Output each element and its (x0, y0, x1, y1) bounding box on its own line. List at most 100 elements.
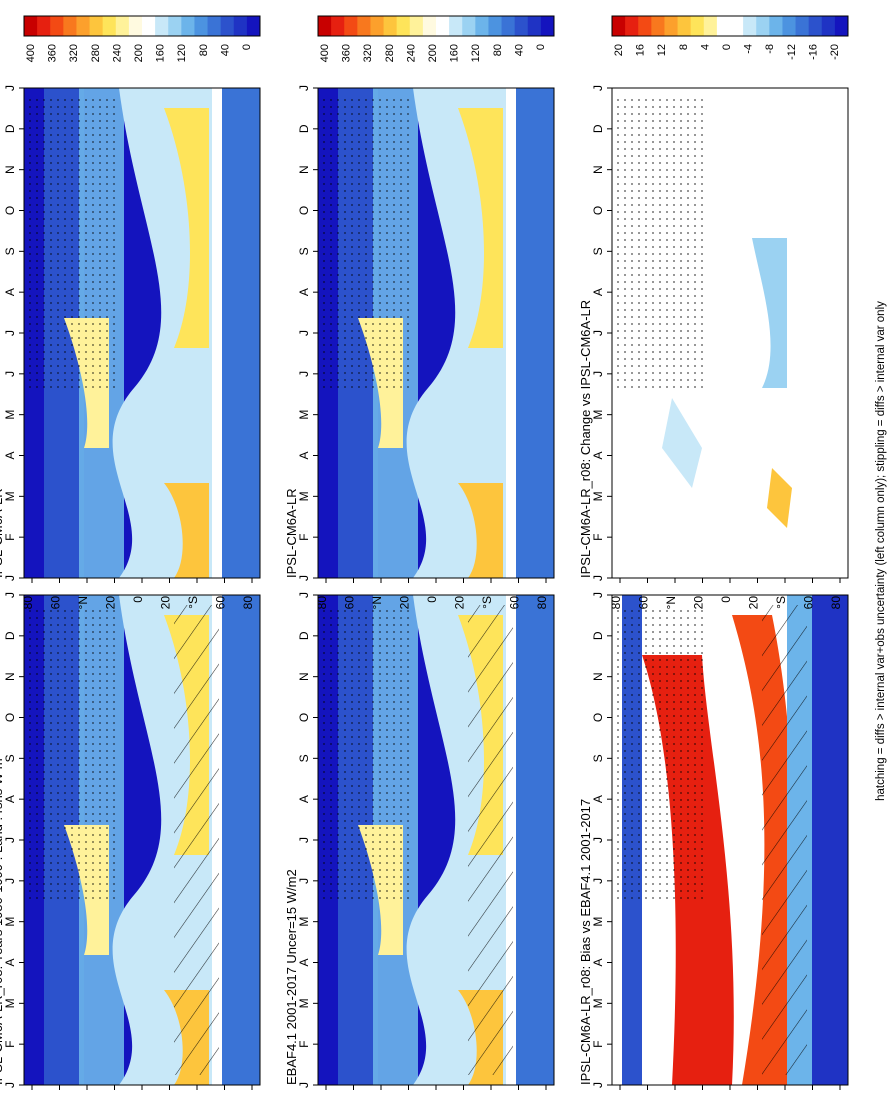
colorbar-label: 240 (111, 44, 123, 62)
month-label: O (591, 206, 605, 215)
month-label: J (3, 878, 17, 884)
month-label: F (3, 1040, 17, 1047)
month-label: A (591, 958, 605, 966)
panel-p5: J F M A M J J A S O N D J 80 60 °N 20 0 20 °S 60 80 IPSL-CM6A-… (578, 522, 849, 1090)
colorbar-swatch (756, 16, 770, 36)
month-label: J (297, 575, 311, 581)
month-label: D (297, 124, 311, 133)
panel-title: IPSL-CM6A-LR (0, 488, 5, 578)
month-label: F (591, 1040, 605, 1047)
colorbar-swatch (142, 16, 156, 36)
colorbar-swatch (207, 16, 222, 36)
month-label: A (3, 451, 17, 459)
colorbar-swatch (821, 16, 836, 36)
colorbar-swatch (370, 16, 385, 36)
month-label: A (591, 795, 605, 803)
panel-title: IPSL-CM6A-LR_r08: Change vs IPSL-CM6A-LR (578, 300, 593, 578)
colorbar-label: 200 (427, 44, 439, 62)
colorbar-swatch (246, 16, 261, 36)
lat-label: 60 (802, 596, 816, 610)
colorbar-frame (23, 15, 261, 37)
panel-title: IPSL-CM6A-LR_r08: Years 1980-1999 : Land… (0, 747, 5, 1085)
month-label: F (297, 1040, 311, 1047)
month-label: M (3, 998, 17, 1008)
colorbar-swatch (540, 16, 555, 36)
colorbar-swatch (115, 16, 130, 36)
colorbar-swatch (383, 16, 398, 36)
colorbar-swatch (63, 16, 77, 36)
colorbar-label: 20 (613, 44, 625, 56)
colorbar-label: 360 (47, 44, 59, 62)
month-label: S (3, 754, 17, 762)
colorbar-swatch (449, 16, 463, 36)
colorbar-label: -4 (743, 44, 755, 54)
month-label: M (3, 491, 17, 501)
colorbar-label: 16 (635, 44, 647, 56)
stippling (616, 605, 706, 899)
month-label: F (297, 533, 311, 540)
month-label: F (591, 533, 605, 540)
colorbar-swatch (331, 16, 345, 36)
heatmap-band-2 (662, 398, 702, 488)
colorbar-frame (611, 15, 849, 37)
lat-label: 20 (398, 596, 412, 610)
stippling (28, 605, 118, 899)
month-label: M (591, 410, 605, 420)
month-label: J (591, 85, 605, 91)
heatmap-band-7 (222, 595, 260, 1085)
colorbar-swatch (102, 16, 117, 36)
lat-label: 60 (214, 596, 228, 610)
month-label: J (3, 592, 17, 598)
panel-p1: J F M A M J J A S O N D J 80 60 °N 20 0 20 °S 60 80 IPSL-CM6A-… (0, 522, 261, 1090)
stippling (616, 98, 706, 392)
month-label: D (3, 631, 17, 640)
month-label: D (591, 124, 605, 133)
lat-label: 80 (21, 596, 35, 610)
heatmap-band-7 (222, 88, 260, 578)
heatmap-band-6 (164, 483, 209, 578)
colorbar-swatch (50, 16, 64, 36)
colorbar-swatch (168, 16, 182, 36)
colorbar-swatch (690, 16, 705, 36)
month-label: J (3, 371, 17, 377)
month-label: J (591, 371, 605, 377)
stippling (28, 98, 118, 392)
colorbar-label: 120 (176, 44, 188, 62)
colorbar-label: 0 (241, 44, 253, 50)
month-label: J (297, 371, 311, 377)
lat-label: °S (480, 596, 494, 609)
month-label: O (297, 713, 311, 722)
month-label: M (3, 917, 17, 927)
colorbar-label: -12 (786, 44, 798, 60)
month-label: O (591, 713, 605, 722)
heatmap-band-7 (516, 595, 554, 1085)
lat-label: 80 (315, 596, 329, 610)
month-label: M (591, 998, 605, 1008)
hatching (468, 605, 513, 1075)
colorbar-label: 400 (25, 44, 37, 62)
heatmap-band-3 (767, 468, 792, 528)
month-label: A (591, 288, 605, 296)
colorbar-swatch (527, 16, 542, 36)
colorbar-swatch (76, 16, 91, 36)
month-label: D (3, 124, 17, 133)
colorbar-swatch (233, 16, 248, 36)
lat-label: 20 (104, 596, 118, 610)
month-label: J (297, 878, 311, 884)
colorbar-label: 0 (721, 44, 733, 50)
month-label: D (591, 631, 605, 640)
colorbar-label: 320 (362, 44, 374, 62)
month-label: A (297, 451, 311, 459)
month-label: M (3, 410, 17, 420)
colorbar-swatch (318, 16, 332, 36)
colorbar-label: -20 (829, 44, 841, 60)
panel-title: EBAF4.1 2001-2017 Uncer=15 W/m2 (284, 869, 299, 1085)
lat-label: 60 (637, 596, 651, 610)
lat-label: 80 (241, 596, 255, 610)
month-label: J (297, 85, 311, 91)
heatmap-gap (212, 88, 222, 578)
colorbar-label: 360 (341, 44, 353, 62)
